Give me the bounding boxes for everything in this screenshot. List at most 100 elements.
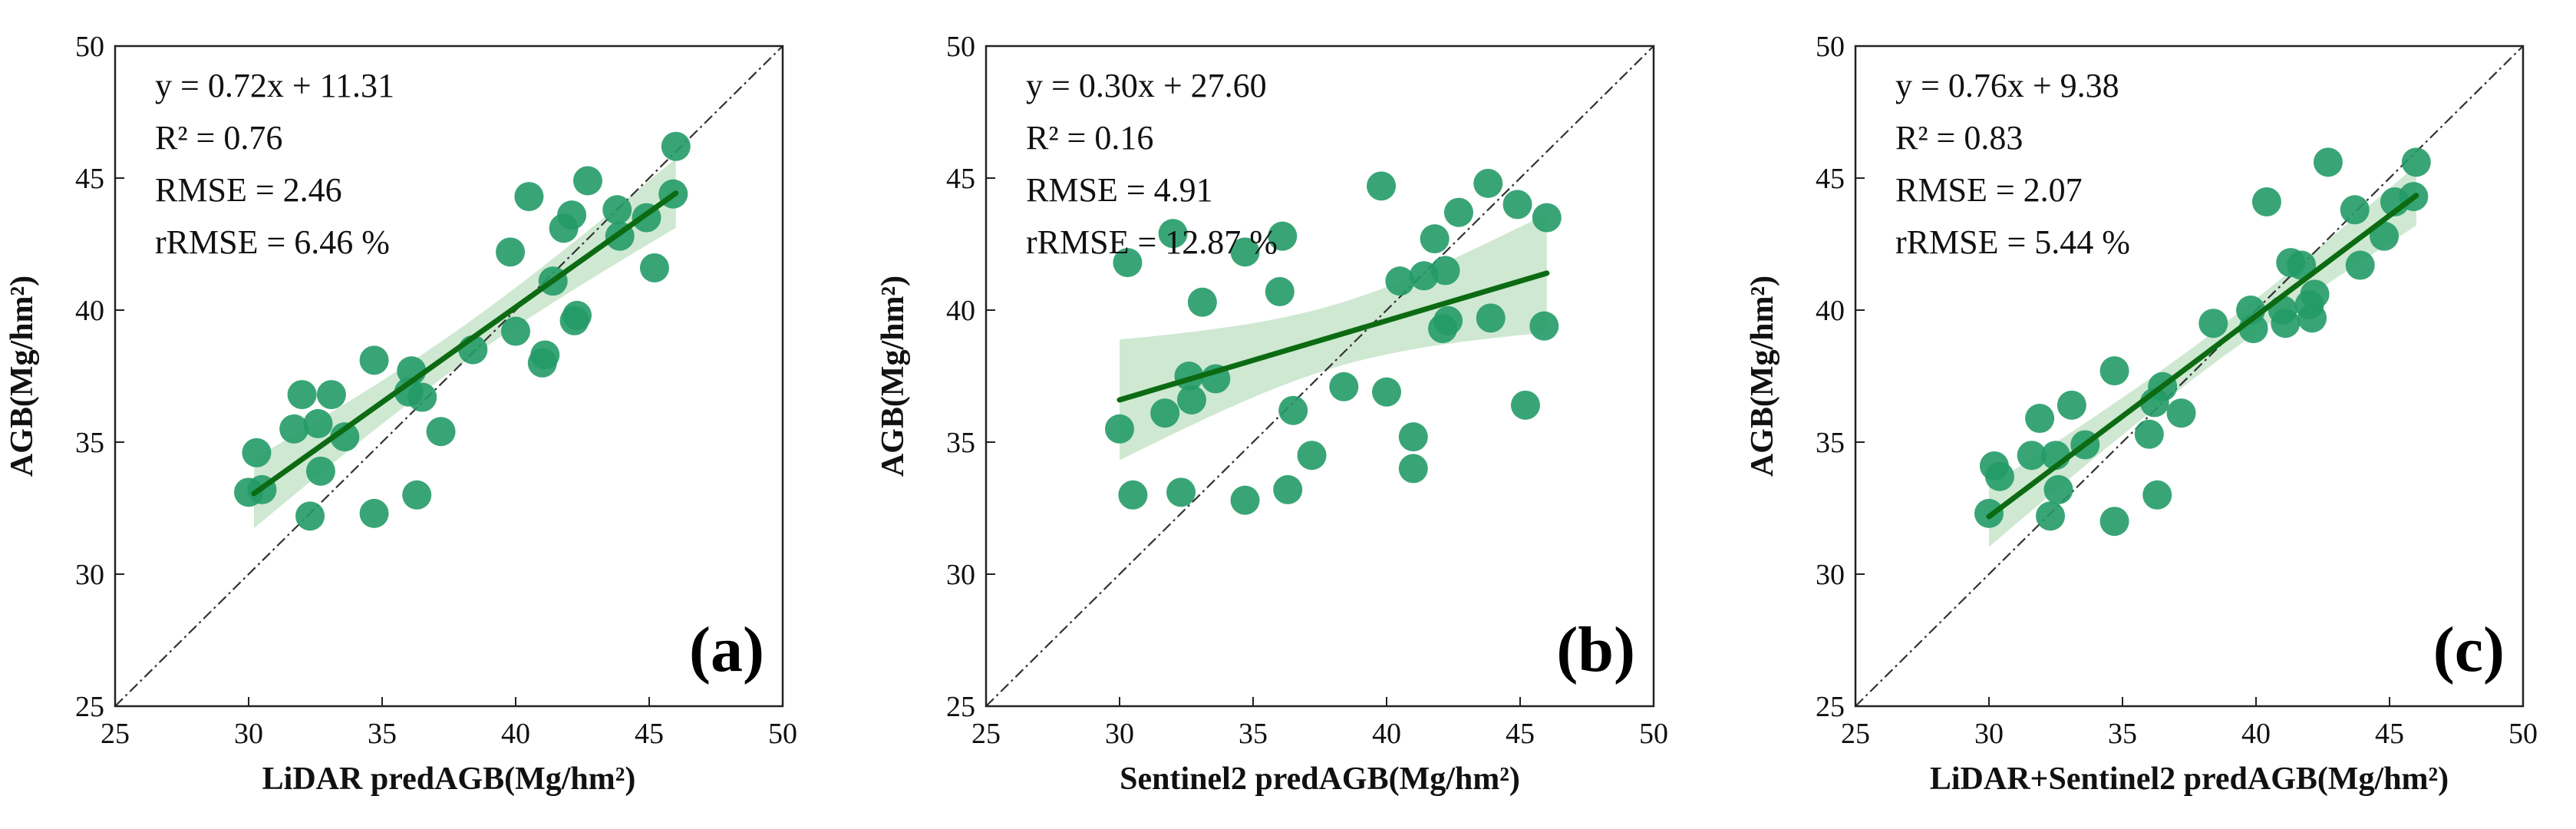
- x-tick-label: 50: [768, 718, 797, 750]
- y-axis-label: AGB(Mg/hm²): [876, 276, 911, 477]
- data-point: [2134, 419, 2164, 449]
- y-tick-label: 35: [1816, 427, 1845, 459]
- data-point: [1984, 461, 2014, 491]
- data-point: [1268, 221, 1298, 251]
- x-tick-label: 25: [971, 718, 1001, 750]
- x-axis-label: Sentinel2 predAGB(Mg/hm²): [1120, 761, 1520, 797]
- x-tick-label: 50: [1639, 718, 1668, 750]
- data-point: [2370, 221, 2400, 251]
- data-point: [295, 501, 325, 531]
- one-to-one-line: [986, 46, 1654, 706]
- x-tick-label: 45: [1506, 718, 1535, 750]
- stat-line: rRMSE = 6.46 %: [155, 223, 390, 261]
- x-tick-label: 50: [2508, 718, 2538, 750]
- x-tick-label: 40: [501, 718, 530, 750]
- data-point: [1187, 287, 1217, 317]
- regression-line: [1986, 193, 2419, 520]
- data-point: [316, 380, 346, 410]
- data-point: [402, 480, 432, 510]
- plot-frame: [1854, 45, 2525, 708]
- data-point: [602, 195, 632, 225]
- y-axis-label: AGB(Mg/hm²): [1745, 276, 1780, 477]
- data-point: [1502, 190, 1532, 220]
- data-point: [2099, 356, 2129, 386]
- x-tick-label: 45: [635, 718, 664, 750]
- data-point: [1297, 441, 1327, 471]
- data-point: [1230, 237, 1260, 267]
- data-point: [557, 200, 587, 230]
- data-point: [1176, 385, 1206, 414]
- data-point: [1150, 398, 1180, 428]
- data-point: [1532, 203, 1562, 233]
- data-point: [1278, 395, 1308, 425]
- panel-label: (a): [689, 614, 764, 685]
- data-point: [1230, 485, 1260, 515]
- x-tick-label: 30: [1974, 718, 2004, 750]
- panel-label: (c): [2433, 614, 2505, 685]
- plot-area: [986, 46, 1654, 706]
- data-point: [2401, 147, 2431, 177]
- x-tick-label: 40: [1372, 718, 1401, 750]
- y-tick-label: 50: [946, 31, 975, 63]
- data-point: [303, 408, 333, 438]
- data-point: [2043, 474, 2073, 504]
- data-point: [279, 414, 309, 444]
- data-point: [639, 253, 669, 282]
- y-tick-label: 40: [75, 295, 104, 327]
- data-point: [1329, 372, 1359, 401]
- stat-line: R² = 0.76: [155, 119, 282, 157]
- data-point: [2313, 147, 2343, 177]
- y-tick-label: 35: [946, 427, 975, 459]
- plot-area: [115, 46, 783, 706]
- x-tick-label: 30: [234, 718, 263, 750]
- data-point: [1273, 474, 1303, 504]
- y-tick-label: 45: [946, 163, 975, 195]
- y-tick-label: 30: [1816, 559, 1845, 591]
- y-tick-label: 30: [75, 559, 104, 591]
- data-point: [330, 422, 360, 452]
- x-tick-label: 45: [2375, 718, 2404, 750]
- regression-line: [251, 190, 679, 497]
- data-point: [1113, 248, 1143, 278]
- regression-line: [1116, 270, 1550, 403]
- data-point: [1158, 219, 1188, 249]
- data-point: [359, 345, 389, 375]
- y-axis-label: AGB(Mg/hm²): [5, 276, 40, 477]
- data-point: [1372, 377, 1401, 407]
- data-point: [2099, 507, 2129, 537]
- scatter-panel-b: 25 30 35 40 45 50 25 30 35 40 45 50 Sentinel2 predAG…: [876, 31, 1668, 797]
- data-point: [287, 380, 317, 410]
- data-point: [2017, 441, 2047, 471]
- data-point: [305, 456, 335, 486]
- data-point: [1430, 256, 1460, 286]
- stat-line: y = 0.72x + 11.31: [155, 67, 394, 104]
- y-tick-label: 50: [75, 31, 104, 63]
- y-tick-label: 45: [1816, 163, 1845, 195]
- data-point: [2166, 398, 2196, 428]
- data-point: [2345, 250, 2375, 280]
- data-point: [1118, 480, 1148, 510]
- data-point: [1510, 390, 1540, 420]
- data-point: [1105, 414, 1134, 444]
- data-point: [1398, 454, 1428, 484]
- data-point: [661, 131, 691, 161]
- data-point: [1433, 306, 1463, 335]
- y-tick-label: 40: [946, 295, 975, 327]
- x-tick-label: 40: [2241, 718, 2271, 750]
- scatter-panel-c: 25 30 35 40 45 50 25 30 35 40 45 50 LiDAR+Sentinel2 …: [1745, 31, 2538, 797]
- data-point: [359, 498, 389, 528]
- stat-line: R² = 0.83: [1895, 119, 2023, 157]
- y-tick-label: 50: [1816, 31, 1845, 63]
- stat-line: RMSE = 2.07: [1895, 171, 2083, 209]
- plot-frame: [114, 45, 784, 708]
- data-point: [562, 300, 592, 330]
- data-point: [2025, 404, 2055, 434]
- plot-area: [1855, 46, 2523, 706]
- x-axis-label: LiDAR+Sentinel2 predAGB(Mg/hm²): [1930, 761, 2449, 797]
- x-tick-label: 25: [1841, 718, 1870, 750]
- data-point: [572, 166, 602, 196]
- x-tick-label: 35: [1239, 718, 1268, 750]
- data-point: [2057, 390, 2086, 420]
- data-point: [530, 340, 560, 370]
- data-point: [2036, 501, 2066, 531]
